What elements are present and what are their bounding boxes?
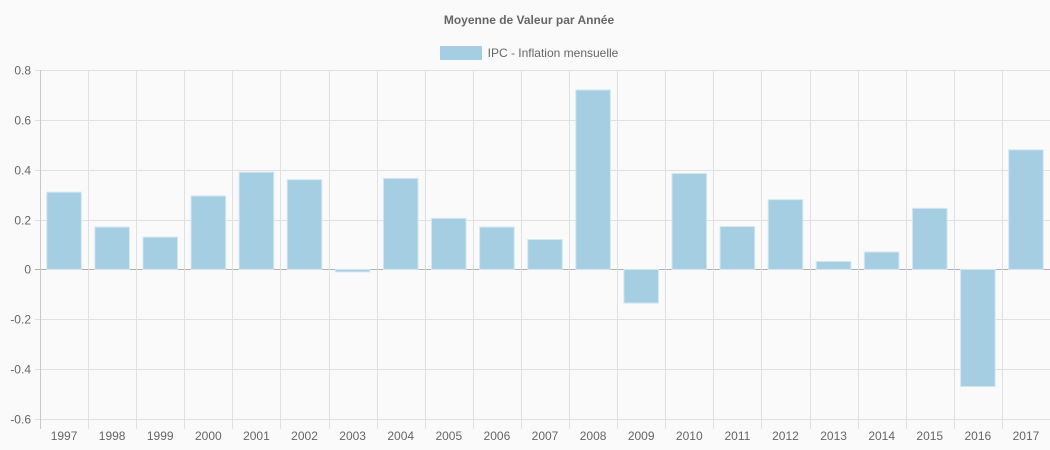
- x-tick-label: 2014: [868, 429, 895, 443]
- x-tick-label: 2005: [435, 429, 462, 443]
- x-tick-label: 2015: [916, 429, 943, 443]
- y-tick-label: -0.6: [10, 413, 31, 427]
- bar-2001[interactable]: [238, 171, 275, 270]
- legend-label[interactable]: IPC - Inflation mensuelle: [487, 46, 619, 60]
- y-axis: 0.8 0.6 0.4 0.2 0 -0.2 -0.4 -0.6: [10, 64, 31, 427]
- y-tick-label: 0.2: [14, 214, 31, 228]
- bar-2009[interactable]: [623, 268, 660, 304]
- bar-2014[interactable]: [863, 251, 900, 270]
- x-tick-label: 2012: [772, 429, 799, 443]
- x-tick-label: 2010: [676, 429, 703, 443]
- x-tick-label: 1998: [99, 429, 126, 443]
- chart-title: Moyenne de Valeur par Année: [443, 13, 615, 27]
- x-tick-label: 2011: [724, 429, 750, 443]
- bar-2010[interactable]: [671, 172, 708, 270]
- bar-1998[interactable]: [94, 226, 130, 270]
- x-tick-label: 2000: [195, 429, 222, 443]
- bar-2000[interactable]: [190, 195, 227, 270]
- bar-2015[interactable]: [911, 207, 948, 270]
- x-tick-label: 2007: [532, 429, 559, 443]
- bar-1999[interactable]: [142, 236, 179, 270]
- x-tick-label: 2016: [965, 429, 992, 443]
- chart-legend: IPC - Inflation mensuelle: [0, 46, 1050, 60]
- y-tick-label: 0.8: [14, 64, 31, 78]
- x-tick-label: 2004: [387, 429, 414, 443]
- x-tick-label: 1997: [51, 429, 78, 443]
- bar-2003[interactable]: [334, 268, 371, 273]
- x-tick-label: 2013: [820, 429, 847, 443]
- bars: [46, 89, 1044, 388]
- x-tick-label: 2002: [291, 429, 318, 443]
- bar-2016[interactable]: [960, 268, 996, 388]
- x-tick-label: 2003: [339, 429, 366, 443]
- x-axis: 1997 1998 1999 2000 2001 2002 2003 2004 2005 2006…: [51, 429, 1040, 443]
- bar-2005[interactable]: [430, 217, 467, 270]
- bar-2012[interactable]: [767, 199, 804, 270]
- bar-2006[interactable]: [479, 226, 515, 270]
- bar-1997[interactable]: [46, 191, 82, 270]
- x-tick-label: 2017: [1013, 429, 1040, 443]
- y-tick-label: -0.4: [10, 363, 31, 377]
- grid-lines: [35, 70, 1050, 429]
- x-tick-label: 2009: [628, 429, 655, 443]
- bar-2002[interactable]: [286, 179, 323, 270]
- x-tick-label: 1999: [147, 429, 174, 443]
- bar-2008[interactable]: [575, 89, 611, 270]
- x-tick-label: 2001: [243, 429, 270, 443]
- y-tick-label: -0.2: [10, 313, 31, 327]
- bar-2007[interactable]: [527, 239, 563, 270]
- y-tick-label: 0: [24, 263, 31, 277]
- bar-2004[interactable]: [382, 177, 419, 270]
- x-tick-label: 2008: [580, 429, 607, 443]
- bar-2011[interactable]: [719, 226, 756, 270]
- bar-2017[interactable]: [1008, 149, 1044, 270]
- x-tick-label: 2006: [484, 429, 511, 443]
- bar-2013[interactable]: [815, 260, 852, 270]
- y-tick-label: 0.4: [14, 164, 31, 178]
- y-tick-label: 0.6: [14, 114, 31, 128]
- legend-swatch-icon[interactable]: [439, 46, 482, 60]
